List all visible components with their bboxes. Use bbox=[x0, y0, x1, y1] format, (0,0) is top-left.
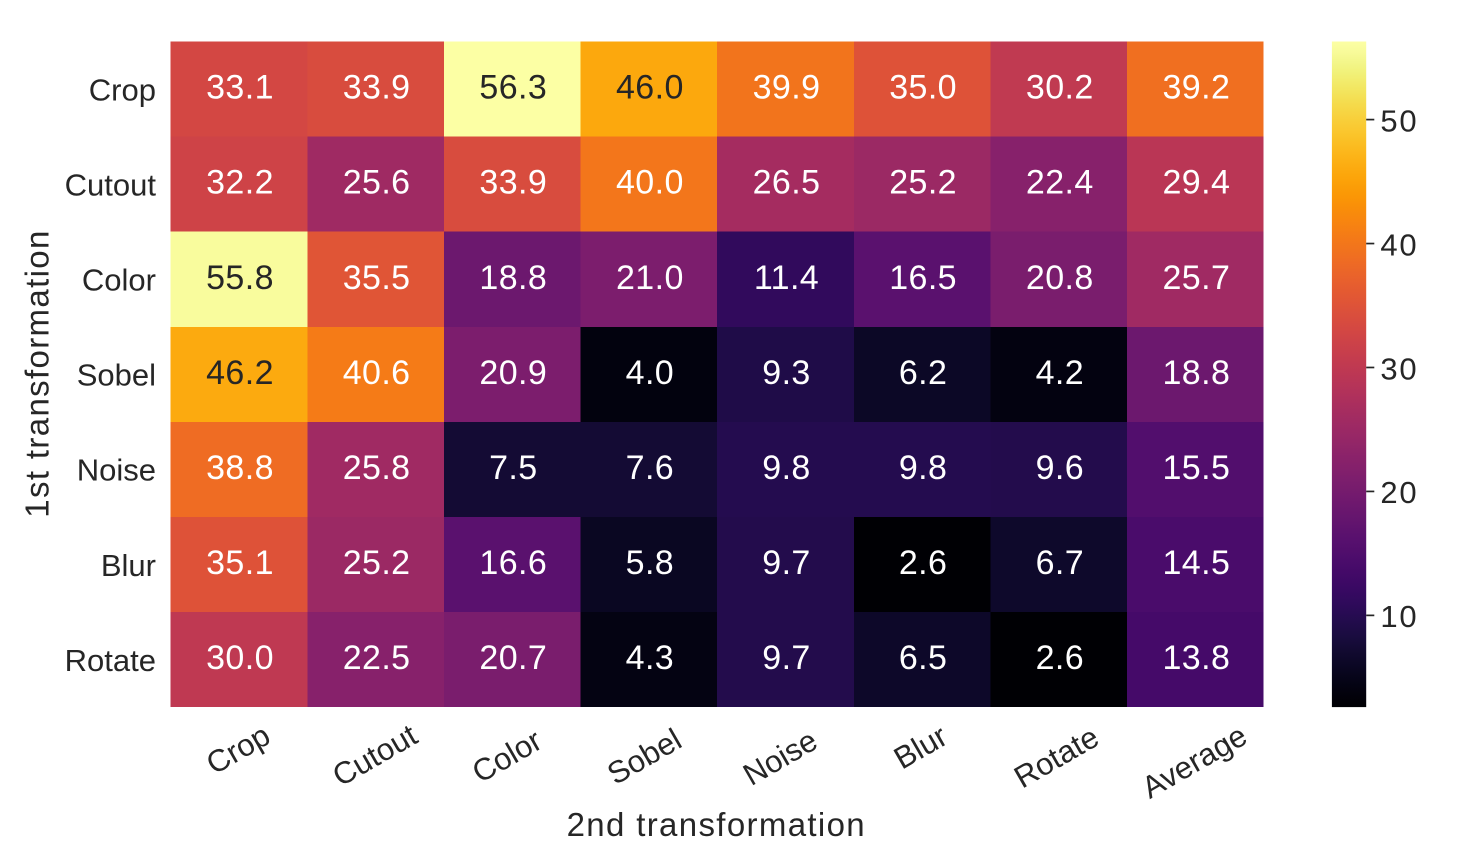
svg-text:11.4: 11.4 bbox=[754, 259, 819, 297]
svg-text:7.5: 7.5 bbox=[489, 449, 537, 487]
svg-text:5.8: 5.8 bbox=[626, 544, 674, 582]
svg-text:40: 40 bbox=[1380, 227, 1418, 262]
svg-text:Crop: Crop bbox=[89, 72, 156, 107]
svg-text:6.5: 6.5 bbox=[899, 639, 947, 677]
svg-text:30.0: 30.0 bbox=[206, 639, 274, 677]
svg-text:10: 10 bbox=[1380, 599, 1418, 634]
svg-text:4.3: 4.3 bbox=[626, 639, 674, 677]
svg-text:16.5: 16.5 bbox=[889, 259, 957, 297]
svg-text:33.9: 33.9 bbox=[479, 164, 547, 202]
svg-text:14.5: 14.5 bbox=[1163, 544, 1231, 582]
svg-text:6.7: 6.7 bbox=[1036, 544, 1084, 582]
svg-text:4.2: 4.2 bbox=[1036, 354, 1084, 392]
svg-text:9.7: 9.7 bbox=[762, 544, 810, 582]
svg-text:9.6: 9.6 bbox=[1036, 449, 1084, 487]
svg-text:21.0: 21.0 bbox=[616, 259, 684, 297]
svg-text:56.3: 56.3 bbox=[479, 69, 547, 107]
svg-text:40.6: 40.6 bbox=[343, 354, 411, 392]
svg-text:9.7: 9.7 bbox=[762, 639, 810, 677]
svg-text:35.1: 35.1 bbox=[206, 544, 274, 582]
svg-text:46.0: 46.0 bbox=[616, 69, 684, 107]
svg-text:20.7: 20.7 bbox=[479, 639, 547, 677]
svg-text:25.2: 25.2 bbox=[343, 544, 411, 582]
svg-text:6.2: 6.2 bbox=[899, 354, 947, 392]
svg-text:40.0: 40.0 bbox=[616, 164, 684, 202]
svg-text:20.8: 20.8 bbox=[1026, 259, 1094, 297]
svg-text:2nd transformation: 2nd transformation bbox=[567, 806, 866, 843]
svg-text:50: 50 bbox=[1380, 103, 1418, 138]
svg-text:20.9: 20.9 bbox=[479, 354, 547, 392]
svg-text:2.6: 2.6 bbox=[899, 544, 947, 582]
svg-text:Cutout: Cutout bbox=[65, 167, 157, 202]
svg-text:13.8: 13.8 bbox=[1163, 639, 1231, 677]
svg-text:16.6: 16.6 bbox=[479, 544, 547, 582]
svg-text:29.4: 29.4 bbox=[1163, 164, 1231, 202]
svg-text:35.0: 35.0 bbox=[889, 69, 957, 107]
svg-text:20: 20 bbox=[1380, 475, 1418, 510]
svg-text:25.8: 25.8 bbox=[343, 449, 411, 487]
svg-text:26.5: 26.5 bbox=[753, 164, 821, 202]
svg-text:25.6: 25.6 bbox=[343, 164, 411, 202]
svg-text:15.5: 15.5 bbox=[1163, 449, 1231, 487]
svg-text:4.0: 4.0 bbox=[626, 354, 674, 392]
svg-text:25.2: 25.2 bbox=[889, 164, 957, 202]
svg-text:39.9: 39.9 bbox=[753, 69, 821, 107]
svg-text:33.1: 33.1 bbox=[206, 69, 274, 107]
svg-text:38.8: 38.8 bbox=[206, 449, 274, 487]
svg-text:22.5: 22.5 bbox=[343, 639, 411, 677]
svg-text:Color: Color bbox=[82, 263, 156, 298]
svg-text:32.2: 32.2 bbox=[206, 164, 274, 202]
svg-text:Rotate: Rotate bbox=[65, 643, 156, 678]
svg-text:55.8: 55.8 bbox=[206, 259, 274, 297]
svg-text:25.7: 25.7 bbox=[1163, 259, 1231, 297]
svg-text:35.5: 35.5 bbox=[343, 259, 411, 297]
svg-text:9.3: 9.3 bbox=[762, 354, 810, 392]
svg-text:30: 30 bbox=[1380, 351, 1418, 386]
svg-text:9.8: 9.8 bbox=[899, 449, 947, 487]
svg-text:Sobel: Sobel bbox=[77, 358, 156, 393]
svg-text:7.6: 7.6 bbox=[626, 449, 674, 487]
svg-text:18.8: 18.8 bbox=[479, 259, 547, 297]
svg-text:9.8: 9.8 bbox=[762, 449, 810, 487]
svg-text:2.6: 2.6 bbox=[1036, 639, 1084, 677]
svg-text:Noise: Noise bbox=[77, 453, 156, 488]
svg-text:46.2: 46.2 bbox=[206, 354, 274, 392]
svg-text:Blur: Blur bbox=[101, 548, 156, 583]
svg-text:1st transformation: 1st transformation bbox=[19, 229, 56, 517]
svg-text:30.2: 30.2 bbox=[1026, 69, 1094, 107]
svg-text:22.4: 22.4 bbox=[1026, 164, 1094, 202]
svg-text:39.2: 39.2 bbox=[1163, 69, 1231, 107]
svg-text:18.8: 18.8 bbox=[1163, 354, 1231, 392]
svg-text:33.9: 33.9 bbox=[343, 69, 411, 107]
